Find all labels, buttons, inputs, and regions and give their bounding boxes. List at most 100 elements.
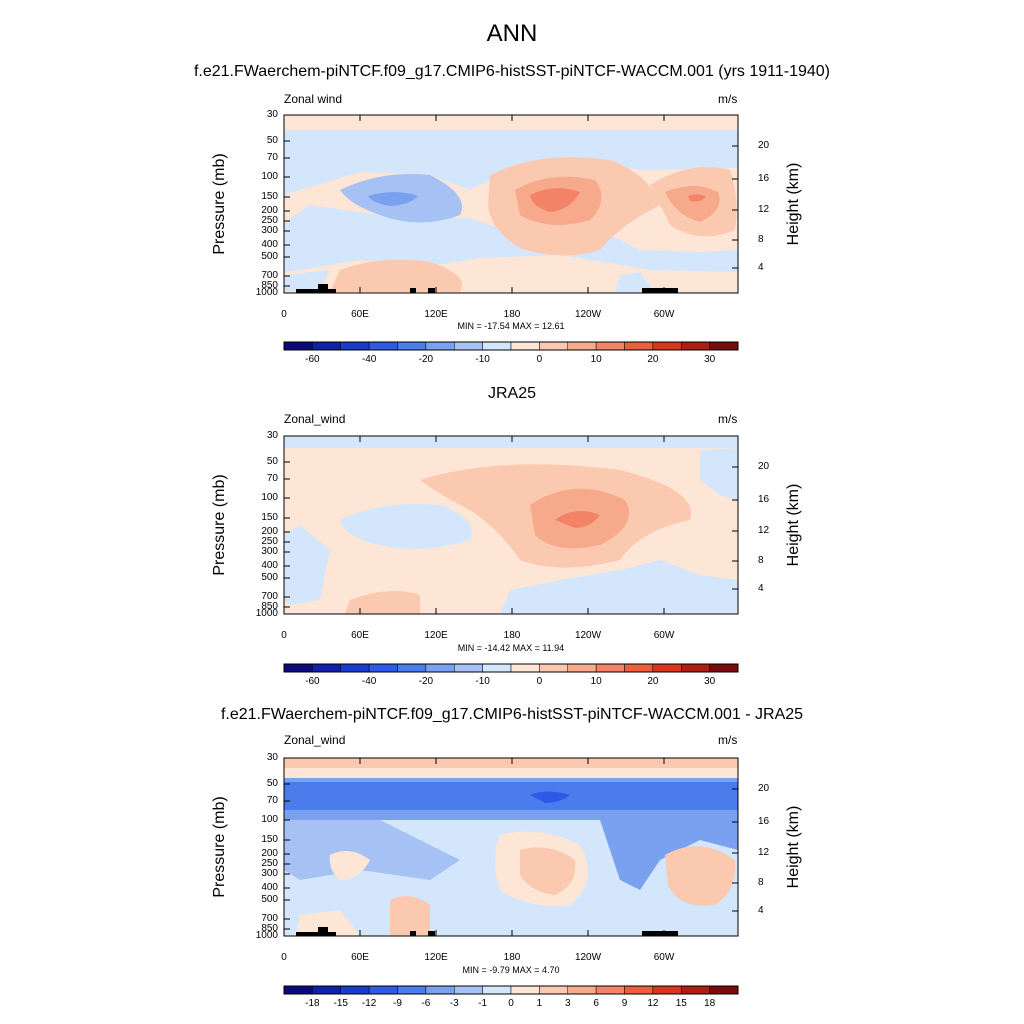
panel-3-colorbar-label: 18 <box>704 998 716 1009</box>
panel-3-ylabel-right: Height (km) <box>785 805 802 889</box>
panel-2-ylabel-right: Height (km) <box>785 483 802 567</box>
panel-1-colorbar-box <box>425 341 455 351</box>
panel-1-colorbar-box <box>397 341 427 351</box>
panel-2-xtick-label: 180 <box>503 630 521 641</box>
panel-2-colorbar-box <box>368 663 398 673</box>
panel-1-xtick-label: 0 <box>281 309 287 320</box>
panel-3-colorbar-box <box>397 985 427 995</box>
panel-2-ytick-label: 30 <box>266 430 278 441</box>
main-title: ANN <box>486 20 538 47</box>
panel-2-frame <box>283 435 739 615</box>
panel-2-colorbar-label: 10 <box>590 676 602 687</box>
panel-1-colorbar-box <box>567 341 597 351</box>
panel-3-ytick-label: 100 <box>261 814 278 825</box>
panel-3-colorbar-label: -18 <box>305 998 320 1009</box>
panel-3-colorbar-box <box>567 985 597 995</box>
panel-2-colorbar-box <box>624 663 654 673</box>
panel-2-ytick-right-label: 12 <box>758 525 770 536</box>
panel-2-ytick-label: 50 <box>266 456 278 467</box>
panel-1-colorbar-label: -60 <box>305 354 320 365</box>
panel-3-minmax: MIN = -9.79 MAX = 4.70 <box>462 965 560 975</box>
panel-2-units: m/s <box>718 412 738 426</box>
panel-1-colorbar-box <box>454 341 483 351</box>
panel-3-ytick-label: 700 <box>261 913 278 924</box>
panel-3-variable-label: Zonal_wind <box>284 733 346 747</box>
panel-3-frame <box>283 757 739 937</box>
panel-3-ytick-label: 400 <box>261 882 278 893</box>
panel-2-ytick-label: 70 <box>266 473 278 484</box>
panel-1-xtick-label: 60E <box>351 309 369 320</box>
panel-1-ytick-label: 100 <box>261 171 278 182</box>
panel-2-title: JRA25 <box>487 385 537 402</box>
panel-1-title: f.e21.FWaerchem-piNTCF.f09_g17.CMIP6-his… <box>193 63 831 80</box>
panel-2-ylabel: Pressure (mb) <box>211 474 228 576</box>
panel-3-colorbar-box <box>652 985 682 995</box>
panel-1-ytick-label: 50 <box>266 135 278 146</box>
panel-3-ytick-right-label: 4 <box>758 905 764 916</box>
panel-2-colorbar-box <box>567 663 597 673</box>
panel-2-colorbar-box <box>510 663 540 673</box>
panel-3-xtick-label: 60W <box>653 952 675 963</box>
panel-1-colorbar-box <box>539 341 568 351</box>
panel-1-ytick-label: 850 <box>261 280 278 291</box>
panel-2-xtick-label: 60W <box>653 630 675 641</box>
panel-1-ytick-label: 500 <box>261 251 278 262</box>
panel-3-colorbar-box <box>425 985 455 995</box>
panel-3-colorbar-label: 0 <box>508 998 514 1009</box>
panel-1-ytick-right-label: 16 <box>758 173 770 184</box>
panel-3-ytick-label: 500 <box>261 894 278 905</box>
panel-3-colorbar-box <box>510 985 540 995</box>
panel-2-colorbar-box <box>482 663 512 673</box>
panel-3-colorbar-box <box>340 985 370 995</box>
panel-1-colorbar-box <box>368 341 398 351</box>
panel-2-ytick-right-label: 16 <box>758 494 770 505</box>
panel-2-colorbar-label: 20 <box>647 676 659 687</box>
panel-3-ytick-label: 300 <box>261 868 278 879</box>
panel-3-ytick-label: 150 <box>261 834 278 845</box>
panel-2-xtick-label: 120W <box>574 630 602 641</box>
panel-2-colorbar-label: 0 <box>536 676 543 687</box>
panel-2-ytick-label: 250 <box>261 536 278 547</box>
panel-2-colorbar-box <box>595 663 625 673</box>
panel-1-colorbar-box <box>283 341 313 351</box>
panel-2-ytick-label: 700 <box>261 591 278 602</box>
panel-3-colorbar-label: -3 <box>449 998 459 1009</box>
panel-2-ytick-label: 850 <box>261 601 278 612</box>
panel-2-colorbar-frame <box>283 663 739 673</box>
panel-3-ytick-right-label: 12 <box>758 847 770 858</box>
panel-1-colorbar-box <box>652 341 682 351</box>
panel-1-ytick-right-label: 20 <box>758 140 770 151</box>
panel-3-colorbar-label: -6 <box>421 998 431 1009</box>
panel-1-ytick-label: 700 <box>261 270 278 281</box>
panel-1-xtick-label: 120W <box>574 309 602 320</box>
panel-2-colorbar-box <box>681 663 710 673</box>
panel-1-variable-label: Zonal wind <box>284 92 343 106</box>
panel-3-ytick-label: 200 <box>261 848 278 859</box>
panel-1-units: m/s <box>718 92 738 106</box>
panel-2-xtick-label: 60E <box>351 630 369 641</box>
panel-3-ylabel: Pressure (mb) <box>211 796 228 898</box>
panel-3-ytick-label: 1000 <box>255 930 278 941</box>
panel-2-colorbar-box <box>539 663 568 673</box>
panel-2-ytick-right-label: 20 <box>758 461 770 472</box>
panel-1-colorbar-box <box>510 341 540 351</box>
panel-1-colorbar-label: 0 <box>536 354 543 365</box>
panel-2-colorbar-box <box>312 663 341 673</box>
panel-3-ytick-right-label: 16 <box>758 816 770 827</box>
panel-2-variable-label: Zonal_wind <box>284 412 346 426</box>
panel-3-ytick-right-label: 8 <box>758 877 764 888</box>
panel-1-ytick-right-label: 12 <box>758 204 770 215</box>
panel-2-colorbar-box <box>397 663 427 673</box>
panel-3-ytick-label: 850 <box>261 923 278 934</box>
panel-3-field <box>284 758 738 936</box>
panel-2-ytick-label: 150 <box>261 512 278 523</box>
panel-1-colorbar-box <box>595 341 625 351</box>
panel-1-colorbar-box <box>312 341 341 351</box>
panel-3-ytick-label: 70 <box>266 795 278 806</box>
panel-3-ytick-label: 250 <box>261 858 278 869</box>
panel-3-colorbar-box <box>283 985 313 995</box>
panel-1-ytick-label: 150 <box>261 191 278 202</box>
panel-1-ytick-label: 1000 <box>255 287 278 298</box>
panel-3-colorbar-label: 12 <box>647 998 659 1009</box>
